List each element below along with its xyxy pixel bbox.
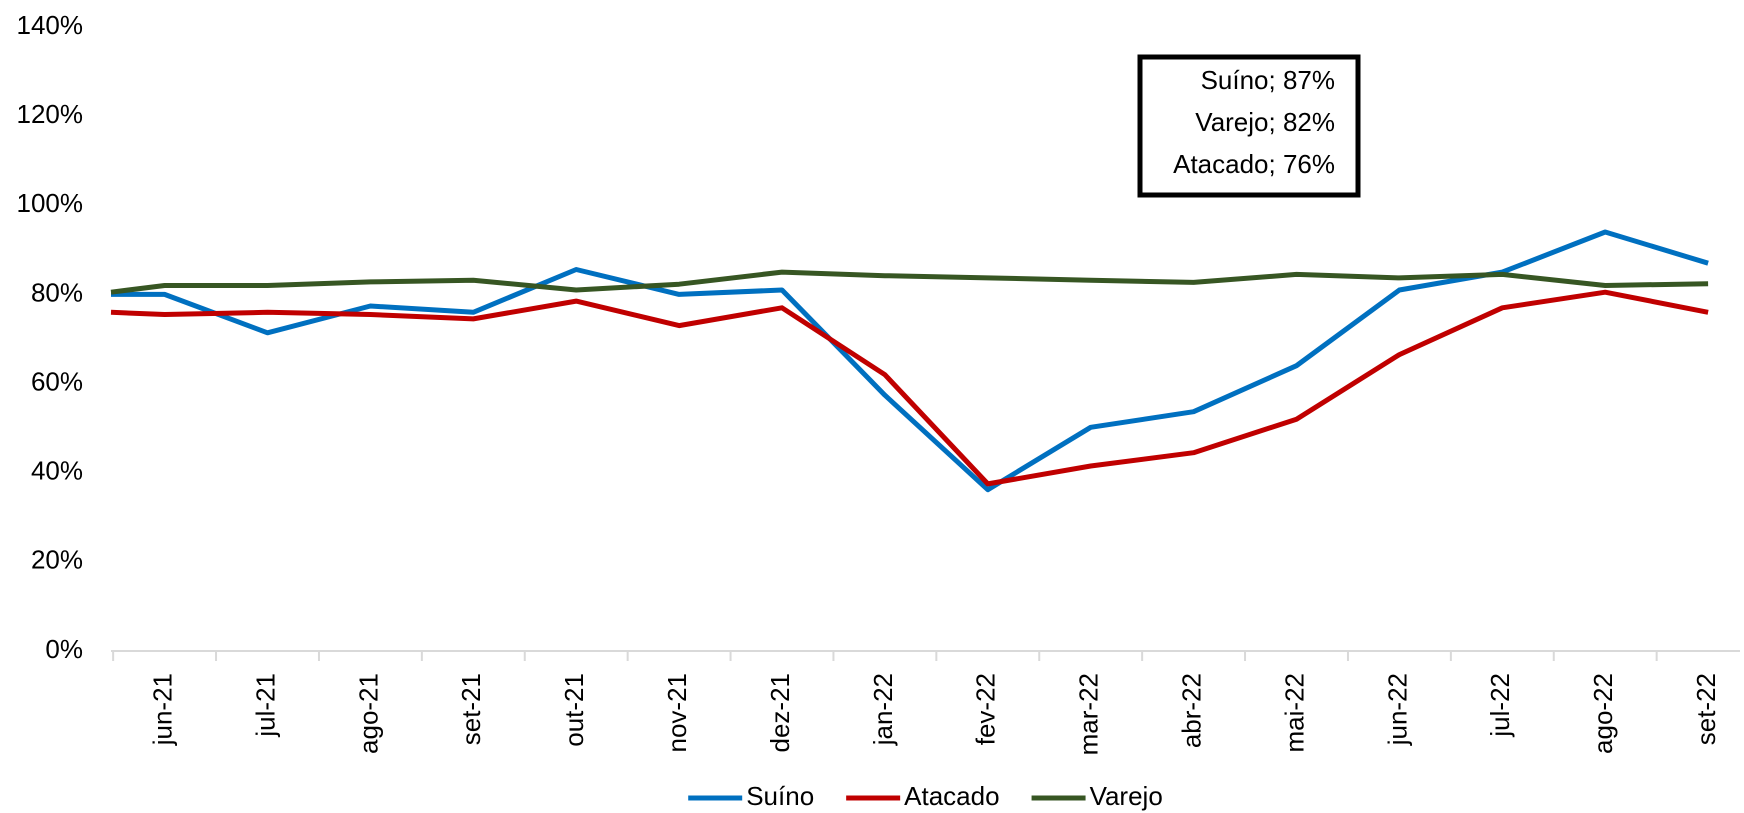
x-tick-label: ago-21 (353, 673, 383, 754)
annotation-text: Varejo; 82% (1195, 107, 1335, 137)
y-tick-label: 80% (31, 277, 83, 307)
series-line (110, 289, 1709, 487)
legend-label: Suíno (746, 781, 814, 811)
x-tick-label: nov-21 (662, 673, 692, 753)
annotation-text: Atacado; 76% (1173, 149, 1335, 179)
x-tick-label: dez-21 (765, 673, 795, 753)
x-tick-label: jan-22 (868, 673, 898, 746)
x-tick-label: mar-22 (1074, 673, 1104, 755)
x-tick-label: fev-22 (971, 673, 1001, 745)
x-tick-label: mai-22 (1279, 673, 1309, 752)
y-tick-label: 40% (31, 456, 83, 486)
x-tick-label: abr-22 (1176, 673, 1206, 748)
x-tick-label: jul-22 (1485, 673, 1515, 738)
series-line (110, 269, 1709, 295)
annotation-box (1137, 54, 1361, 198)
legend-label: Atacado (904, 781, 999, 811)
y-tick-label: 60% (31, 366, 83, 396)
annotation-text: Suíno; 87% (1201, 65, 1335, 95)
x-tick-label: jun-21 (147, 673, 177, 746)
series-line (111, 229, 1709, 493)
x-tick-label: ago-22 (1588, 673, 1618, 754)
x-tick-label: jun-22 (1382, 673, 1412, 746)
x-tick-label: set-22 (1691, 673, 1721, 745)
y-tick-label: 0% (45, 634, 83, 664)
x-tick-label: jul-21 (250, 673, 280, 738)
y-tick-label: 140% (17, 10, 84, 40)
x-tick-label: set-21 (456, 673, 486, 745)
y-tick-label: 20% (31, 545, 83, 575)
x-tick-label: out-21 (559, 673, 589, 747)
y-tick-label: 100% (17, 188, 84, 218)
legend-label: Varejo (1090, 781, 1163, 811)
y-tick-label: 120% (17, 99, 84, 129)
